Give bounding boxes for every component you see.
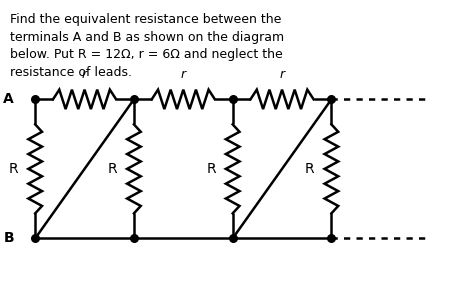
- Text: A: A: [3, 92, 14, 106]
- Point: [328, 236, 335, 241]
- Text: r: r: [280, 68, 284, 81]
- Point: [328, 97, 335, 102]
- Text: R: R: [206, 162, 216, 176]
- Point: [130, 236, 138, 241]
- Text: R: R: [108, 162, 117, 176]
- Text: r: r: [82, 68, 87, 81]
- Point: [229, 97, 237, 102]
- Text: Find the equivalent resistance between the
terminals A and B as shown on the dia: Find the equivalent resistance between t…: [10, 13, 284, 79]
- Point: [31, 97, 39, 102]
- Point: [130, 97, 138, 102]
- Point: [31, 236, 39, 241]
- Text: r: r: [181, 68, 186, 81]
- Point: [229, 236, 237, 241]
- Text: B: B: [3, 231, 14, 245]
- Text: R: R: [9, 162, 18, 176]
- Text: R: R: [305, 162, 315, 176]
